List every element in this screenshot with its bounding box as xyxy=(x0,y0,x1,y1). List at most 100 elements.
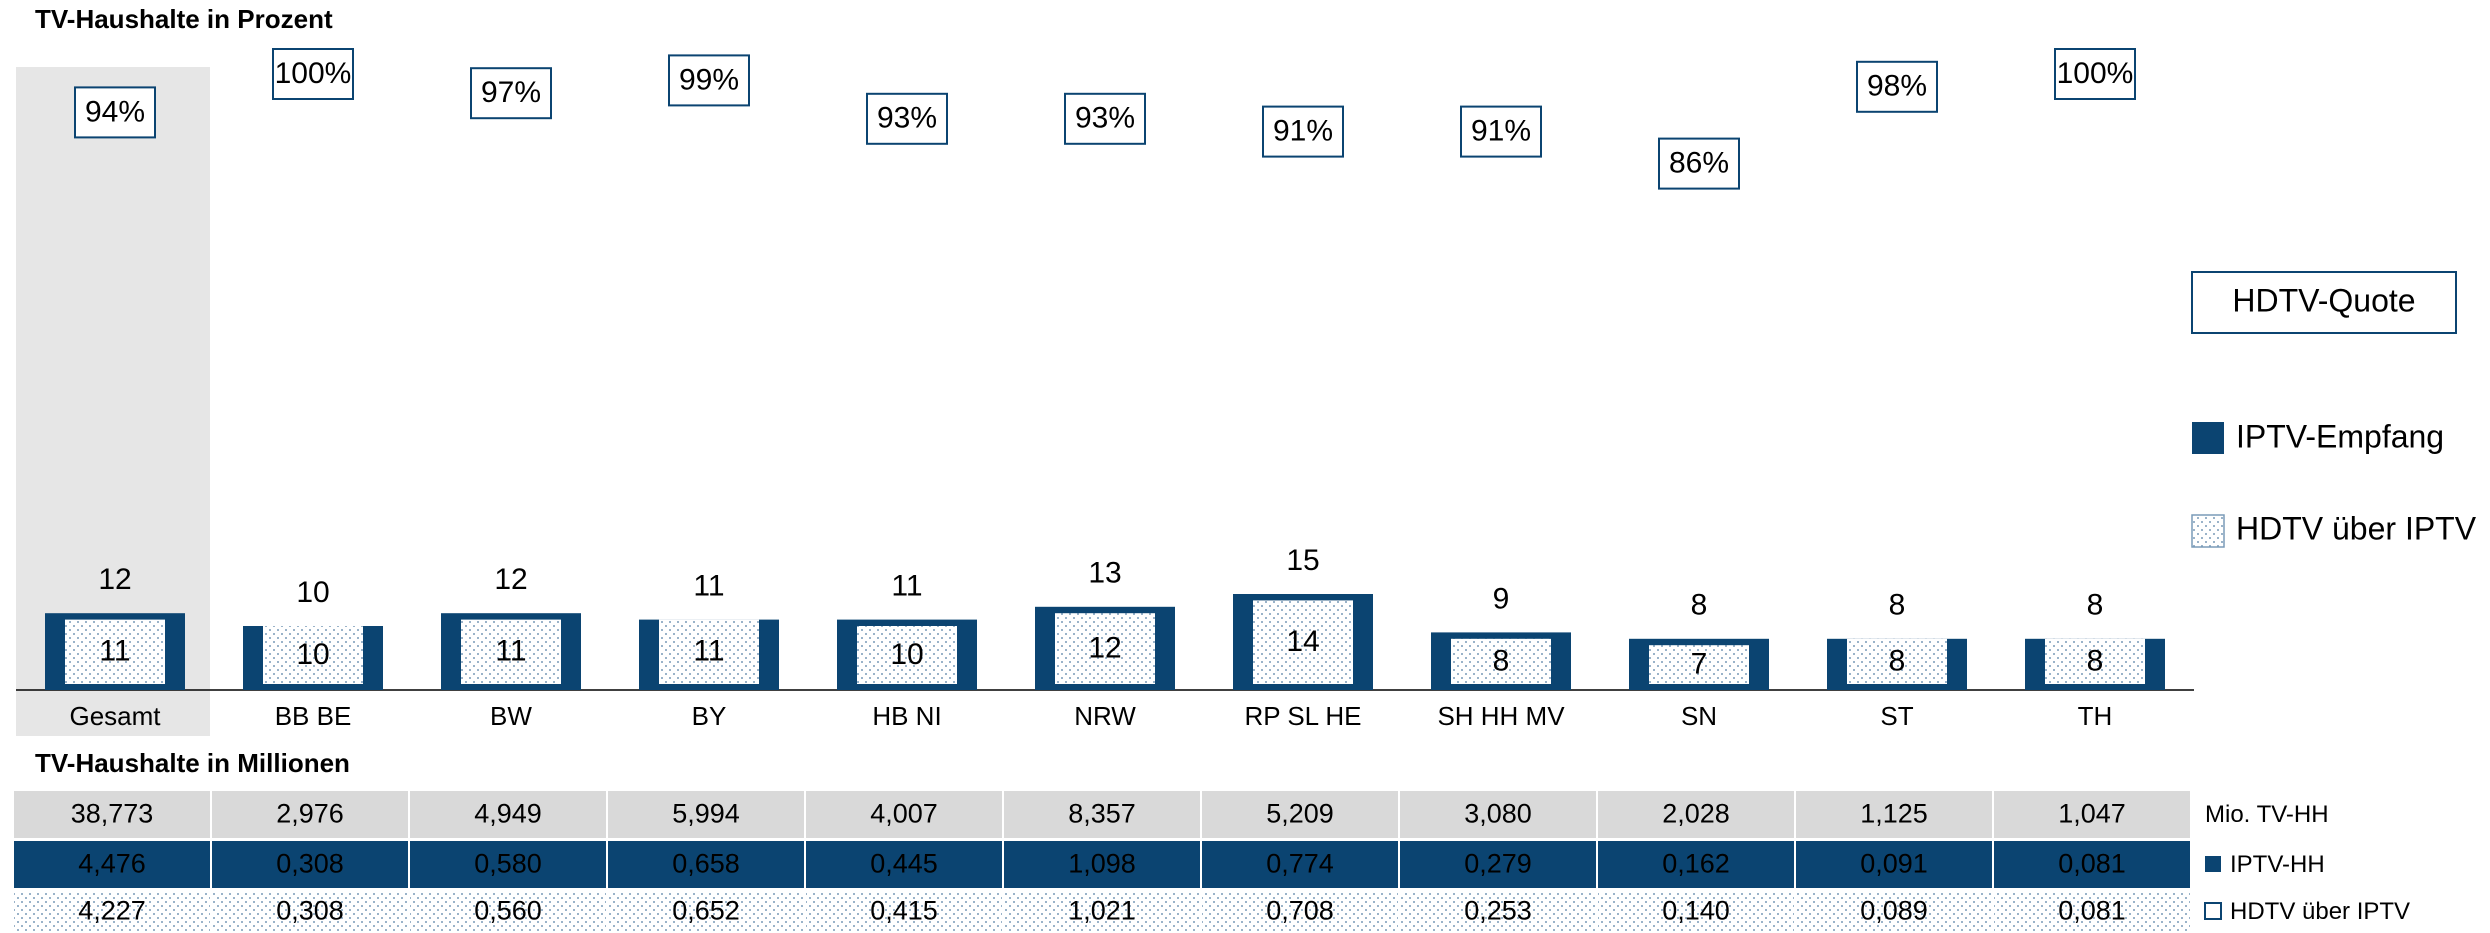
iptv-label: 15 xyxy=(1286,544,1319,577)
legend-swatch xyxy=(2191,514,2225,548)
table-value: 0,091 xyxy=(1860,849,1928,879)
table-cell xyxy=(408,889,608,933)
table-value: 0,445 xyxy=(870,849,938,879)
quote-box xyxy=(1658,137,1740,190)
hdtv-label: 11 xyxy=(99,635,130,668)
x-tick-label: HB NI xyxy=(872,701,941,731)
table-value: 0,162 xyxy=(1662,849,1730,879)
quote-box xyxy=(668,54,750,107)
table-cell xyxy=(12,839,212,890)
table-value: 0,580 xyxy=(474,849,542,879)
table-value: 0,081 xyxy=(2058,896,2126,926)
quote-label: 100% xyxy=(2057,57,2134,90)
quote-label: 94% xyxy=(85,95,145,128)
table-cell xyxy=(1596,889,1796,933)
table-value: 4,476 xyxy=(78,849,146,879)
iptv-label: 10 xyxy=(296,576,329,609)
quote-box xyxy=(866,92,948,145)
table-value: 5,994 xyxy=(672,799,740,829)
quote-box xyxy=(1262,105,1344,158)
quote-label: 86% xyxy=(1669,147,1729,180)
table-cell xyxy=(1200,789,1400,840)
table-value: 4,227 xyxy=(78,896,146,926)
row-label: Mio. TV-HH xyxy=(2205,801,2329,828)
quote-label: 93% xyxy=(877,102,937,135)
table-value: 1,021 xyxy=(1068,896,1136,926)
table-value: 0,560 xyxy=(474,896,542,926)
legend-swatch xyxy=(2192,422,2224,454)
table-cell xyxy=(1398,889,1598,933)
table-cell xyxy=(804,889,1004,933)
table-value: 1,098 xyxy=(1068,849,1136,879)
row-swatch xyxy=(2204,902,2222,920)
table-title: TV-Haushalte in Millionen xyxy=(35,748,350,778)
table-cell xyxy=(1596,839,1796,890)
table-cell xyxy=(1200,889,1400,933)
legend-label: HDTV über IPTV xyxy=(2236,510,2477,546)
table-value: 8,357 xyxy=(1068,799,1136,829)
hdtv-label: 7 xyxy=(1691,648,1708,681)
hdtv-bar xyxy=(2045,638,2145,684)
x-tick-label: BB BE xyxy=(275,701,352,731)
hdtv-label: 14 xyxy=(1286,625,1319,658)
hdtv-bar xyxy=(1649,645,1749,684)
quote-label: 98% xyxy=(1867,70,1927,103)
quote-box xyxy=(74,86,156,139)
table-value: 2,976 xyxy=(276,799,344,829)
row-label: IPTV-HH xyxy=(2230,851,2325,878)
quote-label: 97% xyxy=(481,76,541,109)
legend-quote-box xyxy=(2191,271,2457,334)
table-cell xyxy=(1398,789,1598,840)
quote-box xyxy=(1064,92,1146,145)
table-value: 1,125 xyxy=(1860,799,1928,829)
chart-title: TV-Haushalte in Prozent xyxy=(35,4,333,34)
quote-label: 91% xyxy=(1471,115,1531,148)
hdtv-bar xyxy=(1055,613,1155,684)
table-value: 0,308 xyxy=(276,896,344,926)
hdtv-bar xyxy=(857,626,957,684)
table-value: 0,415 xyxy=(870,896,938,926)
quote-label: 100% xyxy=(275,57,352,90)
iptv-label: 8 xyxy=(1691,589,1708,622)
iptv-label: 13 xyxy=(1088,557,1121,590)
table-value: 0,774 xyxy=(1266,849,1334,879)
quote-box xyxy=(1856,60,1938,113)
x-tick-label: SH HH MV xyxy=(1437,701,1565,731)
quote-box xyxy=(470,67,552,120)
table-value: 0,308 xyxy=(276,849,344,879)
table-value: 0,652 xyxy=(672,896,740,926)
table-value: 1,047 xyxy=(2058,799,2126,829)
hdtv-bar xyxy=(1451,638,1551,684)
iptv-label: 11 xyxy=(693,570,724,603)
quote-label: 93% xyxy=(1075,102,1135,135)
hdtv-label: 10 xyxy=(890,638,923,671)
hdtv-bar xyxy=(1847,638,1947,684)
legend-label: IPTV-Empfang xyxy=(2236,418,2444,454)
table-cell xyxy=(408,789,608,840)
x-tick-label: BW xyxy=(490,701,532,731)
iptv-label: 12 xyxy=(98,563,131,596)
x-tick-label: NRW xyxy=(1074,701,1136,731)
table-cell xyxy=(1992,839,2192,890)
table-value: 0,253 xyxy=(1464,896,1532,926)
hdtv-bar xyxy=(263,626,363,684)
table-value: 38,773 xyxy=(71,799,154,829)
table-cell xyxy=(804,839,1004,890)
iptv-label: 9 xyxy=(1493,582,1510,615)
hdtv-label: 8 xyxy=(1889,644,1906,677)
table-value: 0,089 xyxy=(1860,896,1928,926)
table-value: 4,007 xyxy=(870,799,938,829)
table-cell xyxy=(606,889,806,933)
table-value: 3,080 xyxy=(1464,799,1532,829)
hdtv-label: 10 xyxy=(296,638,329,671)
table-value: 4,949 xyxy=(474,799,542,829)
hdtv-bar xyxy=(65,619,165,684)
table-cell xyxy=(1794,889,1994,933)
table-value: 0,279 xyxy=(1464,849,1532,879)
table-cell xyxy=(606,839,806,890)
iptv-label: 8 xyxy=(1889,589,1906,622)
table-cell xyxy=(210,889,410,933)
hdtv-bar xyxy=(1253,600,1353,684)
legend-label: HDTV-Quote xyxy=(2232,282,2415,318)
